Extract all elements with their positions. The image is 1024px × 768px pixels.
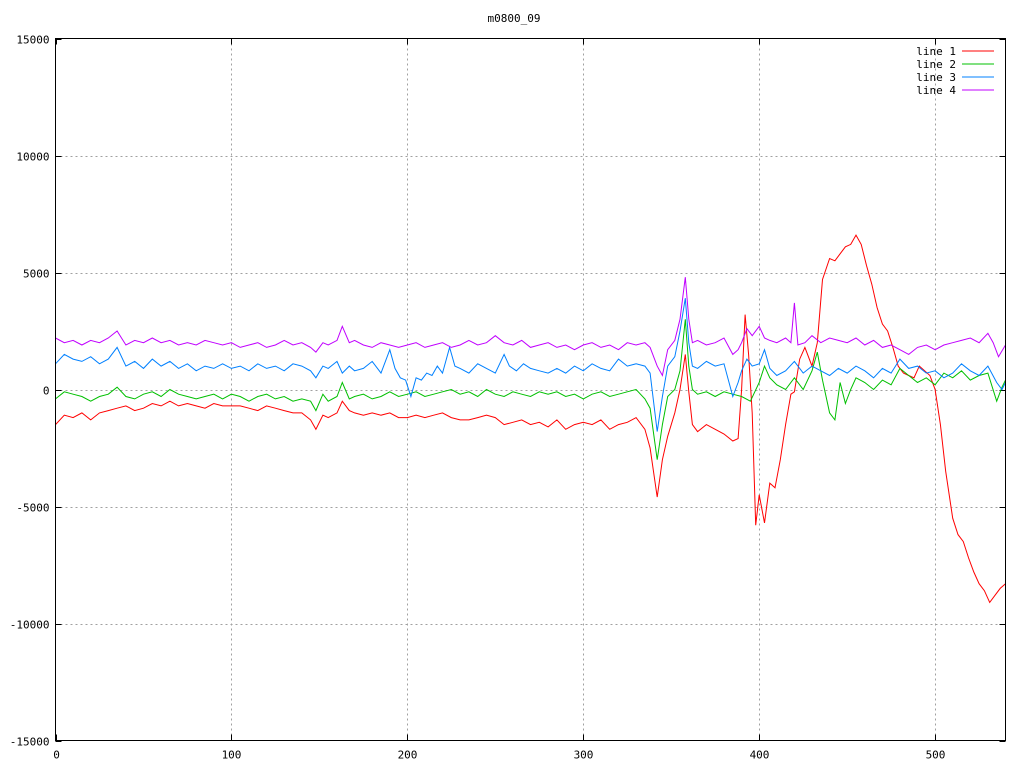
plot-frame — [55, 38, 1006, 741]
y-tick-label: 10000 — [16, 151, 49, 164]
y-tick-label: -5000 — [16, 502, 49, 515]
series-line-1 — [55, 234, 1006, 604]
chart-title: m0800_09 — [488, 12, 541, 25]
y-tick-label: 5000 — [23, 268, 50, 281]
x-tick-label: 0 — [53, 749, 60, 762]
x-tick-label: 400 — [750, 749, 770, 762]
legend-label-2: line 2 — [916, 58, 956, 71]
legend-label-4: line 4 — [916, 84, 956, 97]
x-tick-label: 200 — [398, 749, 418, 762]
series-line-3 — [55, 298, 1006, 432]
legend-label-1: line 1 — [916, 45, 956, 58]
series-line-2 — [55, 319, 1006, 460]
y-tick-label: 15000 — [16, 34, 49, 47]
x-tick-label: 300 — [574, 749, 594, 762]
y-tick-label: -10000 — [10, 619, 50, 632]
legend-label-3: line 3 — [916, 71, 956, 84]
y-tick-label: 0 — [43, 385, 50, 398]
x-tick-label: 100 — [222, 749, 242, 762]
series-lines — [55, 234, 1006, 604]
grid-lines — [55, 38, 1006, 741]
series-line-4 — [55, 277, 1006, 377]
y-tick-label: -15000 — [10, 736, 50, 749]
x-tick-label: 500 — [926, 749, 946, 762]
axes: 0 100 200 300 400 500 -15000 -10000 -5000 0 5000 10… — [10, 34, 1006, 762]
